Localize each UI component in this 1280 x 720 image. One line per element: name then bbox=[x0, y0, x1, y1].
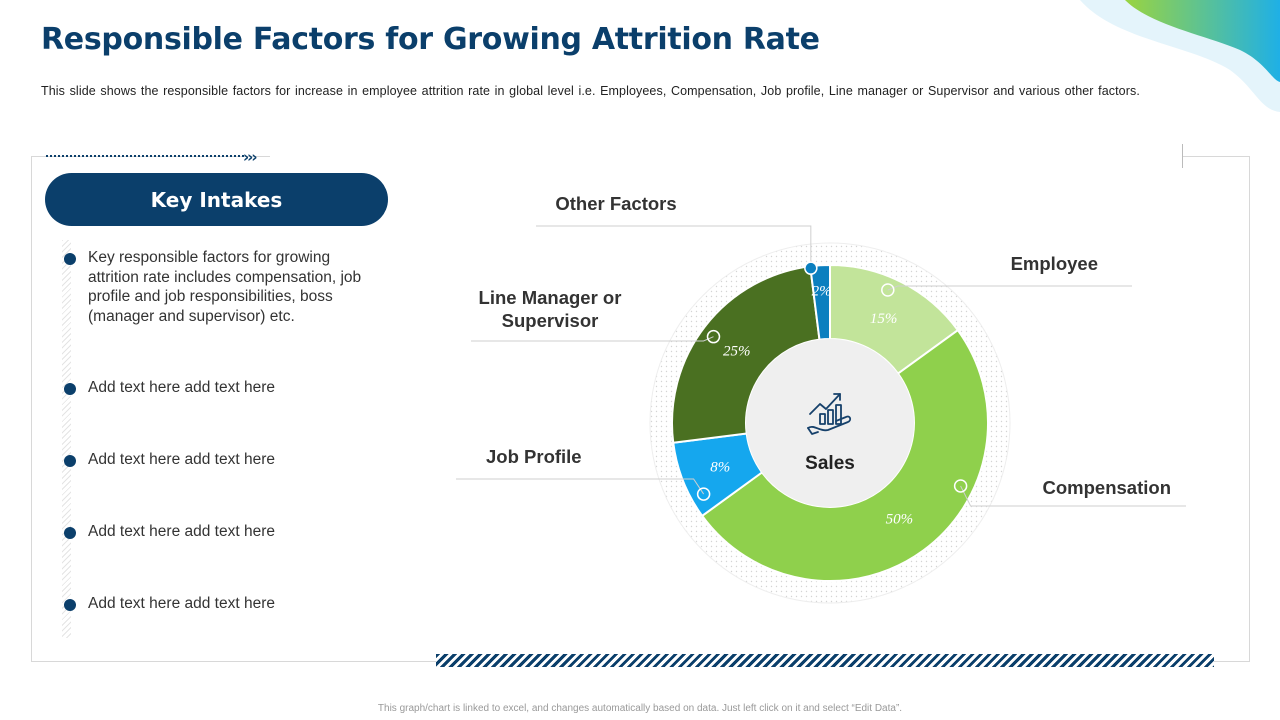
center-label: Sales bbox=[805, 453, 855, 474]
slice-name-label: Employee bbox=[1011, 253, 1098, 274]
leader-line bbox=[536, 225, 812, 269]
bullet-stripe bbox=[62, 240, 71, 638]
list-item-text: Add text here add text here bbox=[88, 523, 275, 540]
leader-dot bbox=[696, 487, 711, 501]
growth-hand-icon bbox=[807, 393, 852, 435]
list-item-text: Add text here add text here bbox=[88, 379, 275, 396]
page-subtitle: This slide shows the responsible factors… bbox=[41, 84, 1140, 98]
leader-line bbox=[887, 285, 1132, 291]
leader-dot bbox=[953, 479, 968, 493]
leader-line bbox=[471, 336, 714, 342]
footer-note: This graph/chart is linked to excel, and… bbox=[377, 703, 903, 714]
slice-name-label: Line Manager or Supervisor bbox=[479, 287, 622, 331]
slice-percent-label: 8% bbox=[710, 459, 730, 475]
list-item-text: Key responsible factors for growing attr… bbox=[88, 249, 362, 325]
slice-percent-label: 2% bbox=[812, 283, 832, 299]
leader-dot bbox=[706, 329, 721, 344]
leader-dot bbox=[804, 261, 818, 275]
chevron-arrows-icon: ››› bbox=[243, 148, 257, 166]
slice-percent-label: 15% bbox=[870, 311, 898, 327]
slice-percent-label: 25% bbox=[723, 344, 751, 360]
donut-slice-line-manager-or-supervisor bbox=[671, 265, 821, 444]
list-item-text: Add text here add text here bbox=[88, 595, 275, 612]
hatched-bar bbox=[436, 654, 1214, 667]
key-intakes-heading: Key Intakes bbox=[45, 173, 388, 226]
corner-tick bbox=[1182, 144, 1183, 168]
leader-dot bbox=[881, 283, 895, 297]
slice-name-label: Job Profile bbox=[486, 446, 582, 467]
bullet-dot-icon bbox=[64, 253, 76, 265]
dotted-line bbox=[46, 155, 244, 157]
slice-name-label: Compensation bbox=[1043, 477, 1171, 498]
page-title: Responsible Factors for Growing Attritio… bbox=[41, 22, 820, 57]
bullet-dot-icon bbox=[64, 383, 76, 395]
leader-line bbox=[960, 485, 1186, 507]
list-item-text: Add text here add text here bbox=[88, 451, 275, 468]
donut-center bbox=[746, 339, 914, 507]
bullet-dot-icon bbox=[64, 527, 76, 539]
slice-name-label: Other Factors bbox=[555, 193, 676, 214]
bullet-dot-icon bbox=[64, 455, 76, 467]
bullet-dot-icon bbox=[64, 599, 76, 611]
slice-percent-label: 50% bbox=[886, 511, 914, 527]
corner-decoration bbox=[1080, 0, 1280, 112]
